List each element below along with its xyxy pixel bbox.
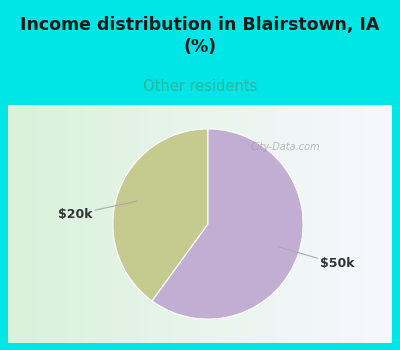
Text: City-Data.com: City-Data.com xyxy=(251,142,320,152)
Text: Other residents: Other residents xyxy=(143,79,257,94)
Text: $20k: $20k xyxy=(58,201,138,221)
Text: $50k: $50k xyxy=(278,247,355,271)
Wedge shape xyxy=(152,129,303,319)
Wedge shape xyxy=(113,129,208,301)
Text: Income distribution in Blairstown, IA
(%): Income distribution in Blairstown, IA (%… xyxy=(20,16,380,56)
